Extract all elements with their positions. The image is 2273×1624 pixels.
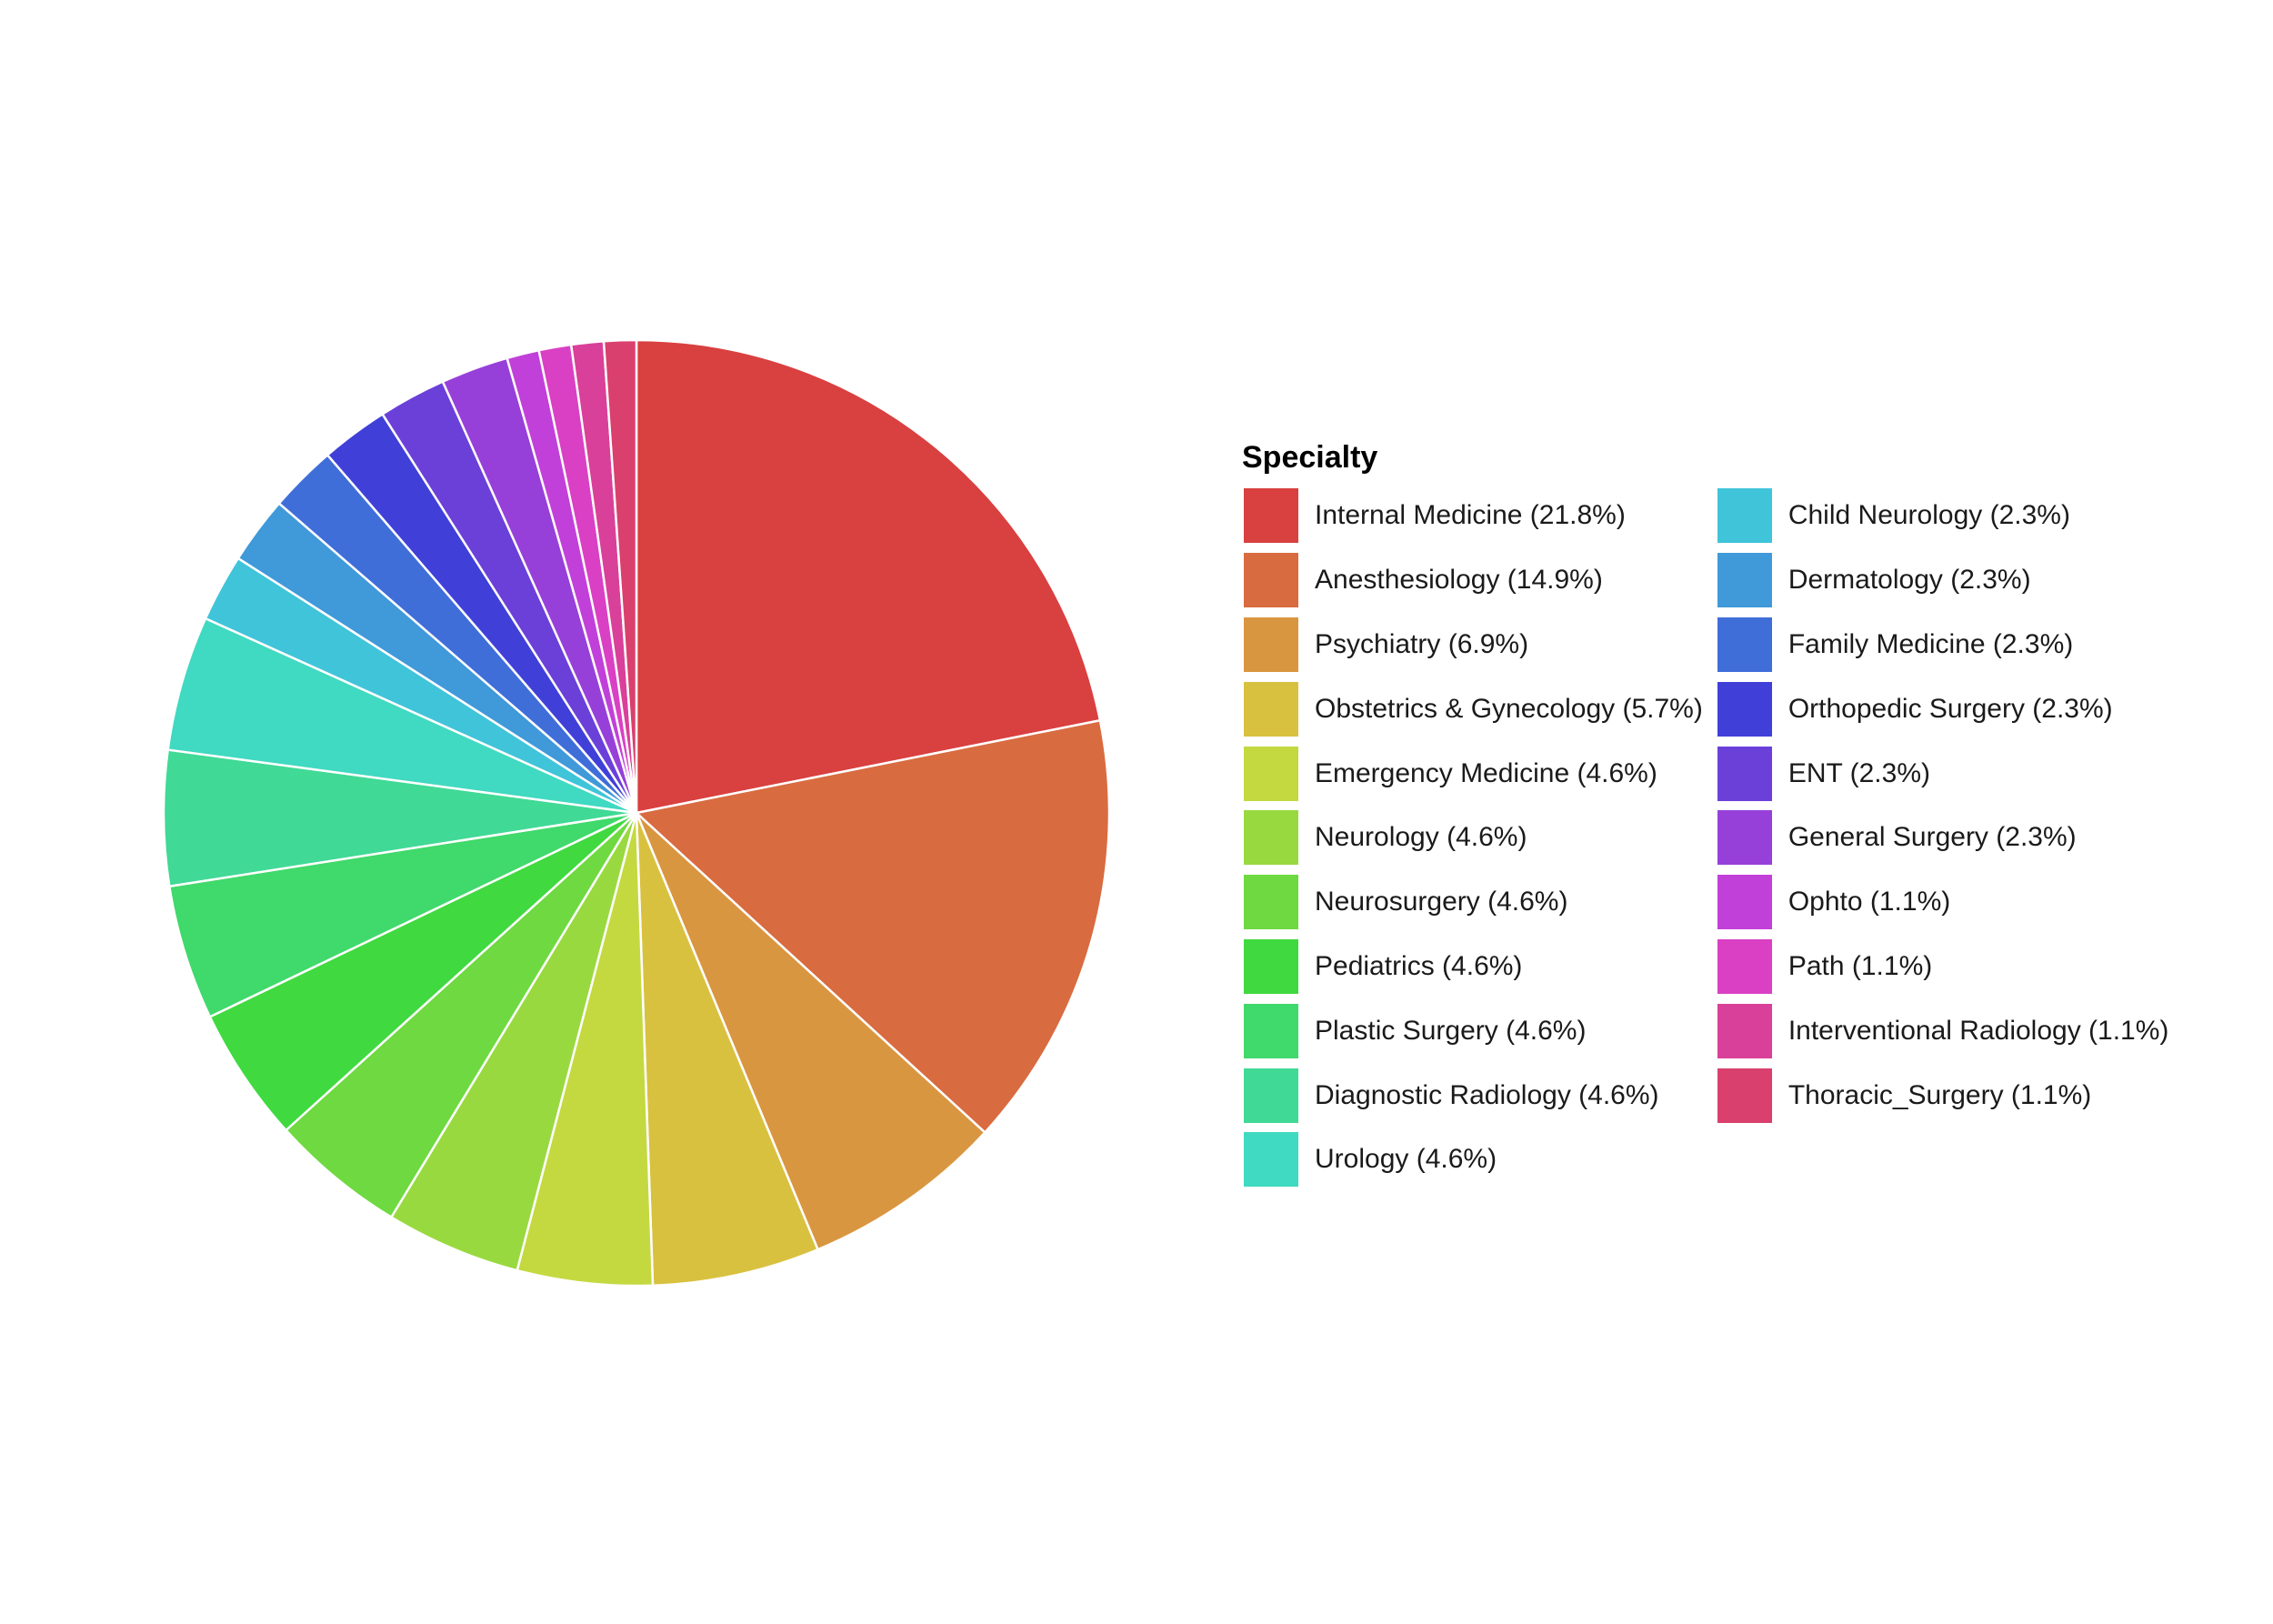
- legend-item: General Surgery (2.3%): [1715, 806, 2169, 870]
- legend-label: Internal Medicine (21.8%): [1315, 500, 1626, 531]
- legend-swatch: [1242, 551, 1300, 610]
- legend-item: Child Neurology (2.3%): [1715, 484, 2169, 548]
- legend-swatch: [1715, 1001, 1774, 1060]
- legend-label: Ophto (1.1%): [1787, 887, 1951, 917]
- legend-swatch: [1242, 808, 1300, 867]
- legend-swatch: [1242, 1001, 1300, 1060]
- pie-slice-0: [635, 338, 1102, 815]
- legend-swatch: [1715, 1066, 1774, 1125]
- legend-label: General Surgery (2.3%): [1787, 822, 2077, 853]
- legend-item: Urology (4.6%): [1242, 1128, 1703, 1192]
- legend-label: Pediatrics (4.6%): [1315, 950, 1523, 981]
- legend-label: Path (1.1%): [1787, 950, 1933, 981]
- legend-label: Urology (4.6%): [1315, 1144, 1497, 1175]
- legend-label: Thoracic_Surgery (1.1%): [1787, 1079, 2092, 1110]
- legend-swatch: [1715, 486, 1774, 546]
- legend-swatch: [1242, 1066, 1300, 1125]
- legend-item: Anesthesiology (14.9%): [1242, 548, 1703, 613]
- legend-swatch: [1242, 1130, 1300, 1189]
- pie-slice-20: [602, 338, 638, 815]
- legend-label: Diagnostic Radiology (4.6%): [1315, 1079, 1659, 1110]
- legend-label: Neurology (4.6%): [1315, 822, 1527, 853]
- legend-swatch: [1715, 551, 1774, 610]
- legend-column-2: Child Neurology (2.3%) Dermatology (2.3%)…: [1715, 484, 2169, 1192]
- legend-label: ENT (2.3%): [1787, 757, 1930, 788]
- legend-label: Interventional Radiology (1.1%): [1787, 1015, 2169, 1046]
- legend-item: Diagnostic Radiology (4.6%): [1242, 1063, 1703, 1128]
- legend-item: Thoracic_Surgery (1.1%): [1715, 1063, 2169, 1128]
- pie-slice-3: [635, 811, 819, 1287]
- legend-swatch: [1242, 873, 1300, 932]
- legend-label: Emergency Medicine (4.6%): [1315, 757, 1657, 788]
- legend-item: Neurosurgery (4.6%): [1242, 870, 1703, 935]
- legend-label: Anesthesiology (14.9%): [1315, 565, 1603, 596]
- legend-label: Neurosurgery (4.6%): [1315, 887, 1568, 917]
- legend-item: Family Medicine (2.3%): [1715, 613, 2169, 677]
- legend-label: Psychiatry (6.9%): [1315, 628, 1529, 659]
- legend-swatch: [1242, 615, 1300, 674]
- legend-item: Obstetrics & Gynecology (5.7%): [1242, 677, 1703, 741]
- legend-swatch: [1715, 679, 1774, 738]
- legend-label: Child Neurology (2.3%): [1787, 500, 2070, 531]
- legend-swatch: [1242, 679, 1300, 738]
- legend-label: Orthopedic Surgery (2.3%): [1787, 693, 2113, 724]
- legend-label: Plastic Surgery (4.6%): [1315, 1015, 1587, 1046]
- legend-swatch: [1715, 744, 1774, 803]
- pie-slice-2: [635, 811, 986, 1251]
- legend-item: Dermatology (2.3%): [1715, 548, 2169, 613]
- legend-item: Internal Medicine (21.8%): [1242, 484, 1703, 548]
- legend-column-1: Internal Medicine (21.8%) Anesthesiology …: [1242, 484, 1703, 1192]
- legend-swatch: [1242, 486, 1300, 546]
- legend-swatch: [1715, 615, 1774, 674]
- legend-title: Specialty: [1242, 440, 1378, 475]
- legend-label: Dermatology (2.3%): [1787, 565, 2031, 596]
- legend-item: Psychiatry (6.9%): [1242, 613, 1703, 677]
- legend-item: Emergency Medicine (4.6%): [1242, 741, 1703, 806]
- legend-swatch: [1715, 873, 1774, 932]
- legend-swatch: [1715, 937, 1774, 996]
- legend-label: Family Medicine (2.3%): [1787, 628, 2074, 659]
- legend-item: Neurology (4.6%): [1242, 806, 1703, 870]
- legend-label: Obstetrics & Gynecology (5.7%): [1315, 693, 1703, 724]
- legend-item: Orthopedic Surgery (2.3%): [1715, 677, 2169, 741]
- legend-item: Path (1.1%): [1715, 935, 2169, 999]
- legend-item: Interventional Radiology (1.1%): [1715, 998, 2169, 1063]
- pie-slices: [162, 338, 1111, 1288]
- legend-swatch: [1715, 808, 1774, 867]
- legend-columns: Internal Medicine (21.8%) Anesthesiology …: [1242, 484, 2168, 1192]
- legend-item: Ophto (1.1%): [1715, 870, 2169, 935]
- legend-swatch: [1242, 744, 1300, 803]
- legend-swatch: [1242, 937, 1300, 996]
- legend: Specialty Internal Medicine (21.8%) Anest…: [1242, 436, 2168, 1192]
- pie-slice-1: [635, 719, 1111, 1134]
- legend-item: ENT (2.3%): [1715, 741, 2169, 806]
- legend-item: Pediatrics (4.6%): [1242, 935, 1703, 999]
- legend-item: Plastic Surgery (4.6%): [1242, 998, 1703, 1063]
